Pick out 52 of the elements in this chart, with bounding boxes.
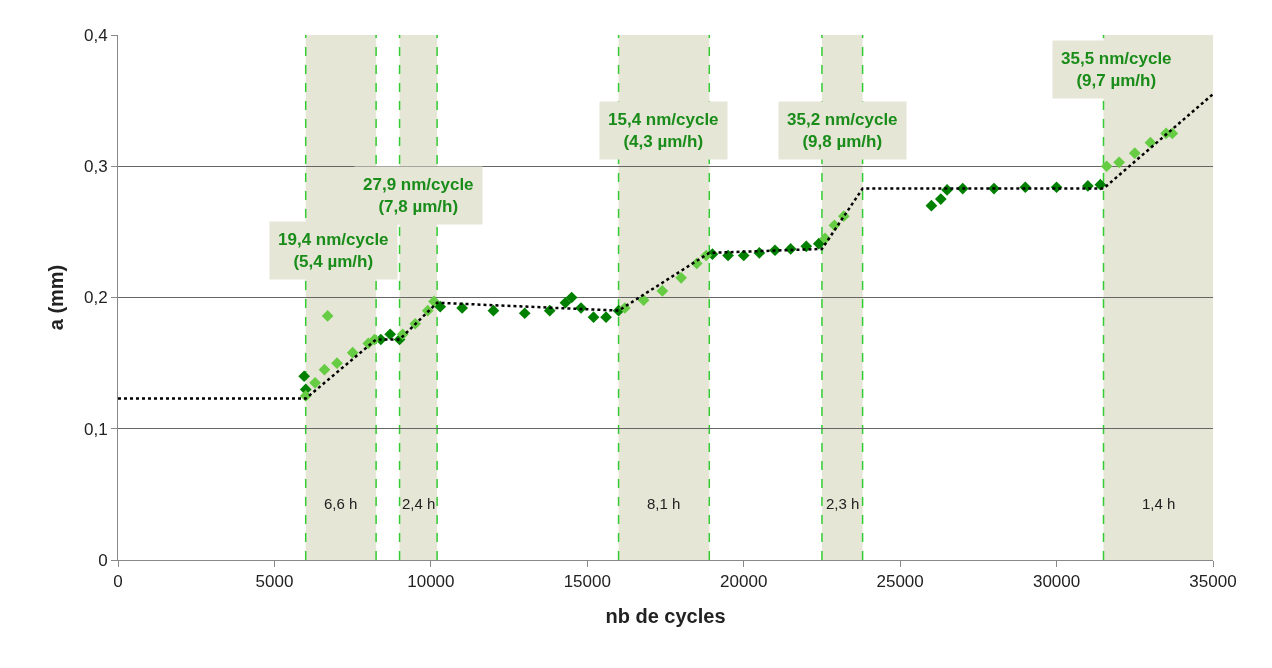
band-label: 6,6 h	[324, 495, 358, 512]
point	[812, 237, 825, 250]
point	[656, 285, 669, 297]
point	[675, 271, 687, 284]
y-tick-label: 0,4	[83, 25, 108, 45]
point	[1100, 160, 1113, 173]
point	[559, 296, 572, 309]
point	[318, 363, 331, 376]
y-tick-label: 0,1	[83, 419, 108, 439]
annotation: 19,4 nm/cycle (5,4 µm/h)	[278, 230, 389, 272]
point	[934, 193, 947, 205]
point	[925, 199, 938, 212]
point	[1144, 136, 1157, 149]
point	[737, 249, 750, 262]
point	[298, 370, 310, 383]
x-axis-title: nb de cycles	[605, 604, 726, 627]
point	[600, 311, 612, 324]
point	[565, 291, 578, 304]
point	[518, 307, 531, 320]
point	[428, 295, 440, 308]
point	[587, 311, 600, 324]
point	[321, 310, 334, 322]
x-tick-label: 25000	[876, 572, 924, 592]
annotation: 27,9 nm/cycle (7,8 µm/h)	[363, 175, 474, 217]
band-label: 1,4 h	[1142, 495, 1176, 512]
annotation: 35,2 nm/cycle (9,8 µm/h)	[787, 110, 898, 152]
point	[487, 304, 500, 317]
x-tick-label: 0	[113, 572, 123, 592]
band-label: 2,3 h	[826, 495, 860, 512]
annotation: 15,4 nm/cycle (4,3 µm/h)	[608, 110, 719, 152]
line-series	[118, 92, 1213, 400]
y-tick-label: 0,3	[83, 157, 108, 177]
x-tick-label: 20000	[720, 572, 768, 592]
band-label: 2,4 h	[402, 495, 436, 512]
x-tick-label: 10000	[407, 572, 455, 592]
x-tick-label: 15000	[563, 572, 611, 592]
x-tick-label: 35000	[1189, 572, 1237, 592]
point	[346, 346, 359, 359]
point	[384, 328, 397, 341]
y-tick-label: 0,2	[83, 288, 108, 308]
point	[1128, 147, 1141, 159]
band-label: 8,1 h	[647, 495, 681, 512]
point	[722, 249, 734, 262]
point	[637, 294, 650, 306]
point	[1113, 156, 1125, 169]
y-tick-label: 0	[98, 550, 108, 570]
x-tick-label: 5000	[255, 572, 294, 592]
point	[309, 376, 321, 389]
annotation: 35,5 nm/cycle (9,7 µm/h)	[1061, 49, 1172, 91]
point	[434, 300, 447, 313]
y-axis-title: a (mm)	[45, 264, 68, 331]
x-tick-label: 30000	[1032, 572, 1081, 592]
